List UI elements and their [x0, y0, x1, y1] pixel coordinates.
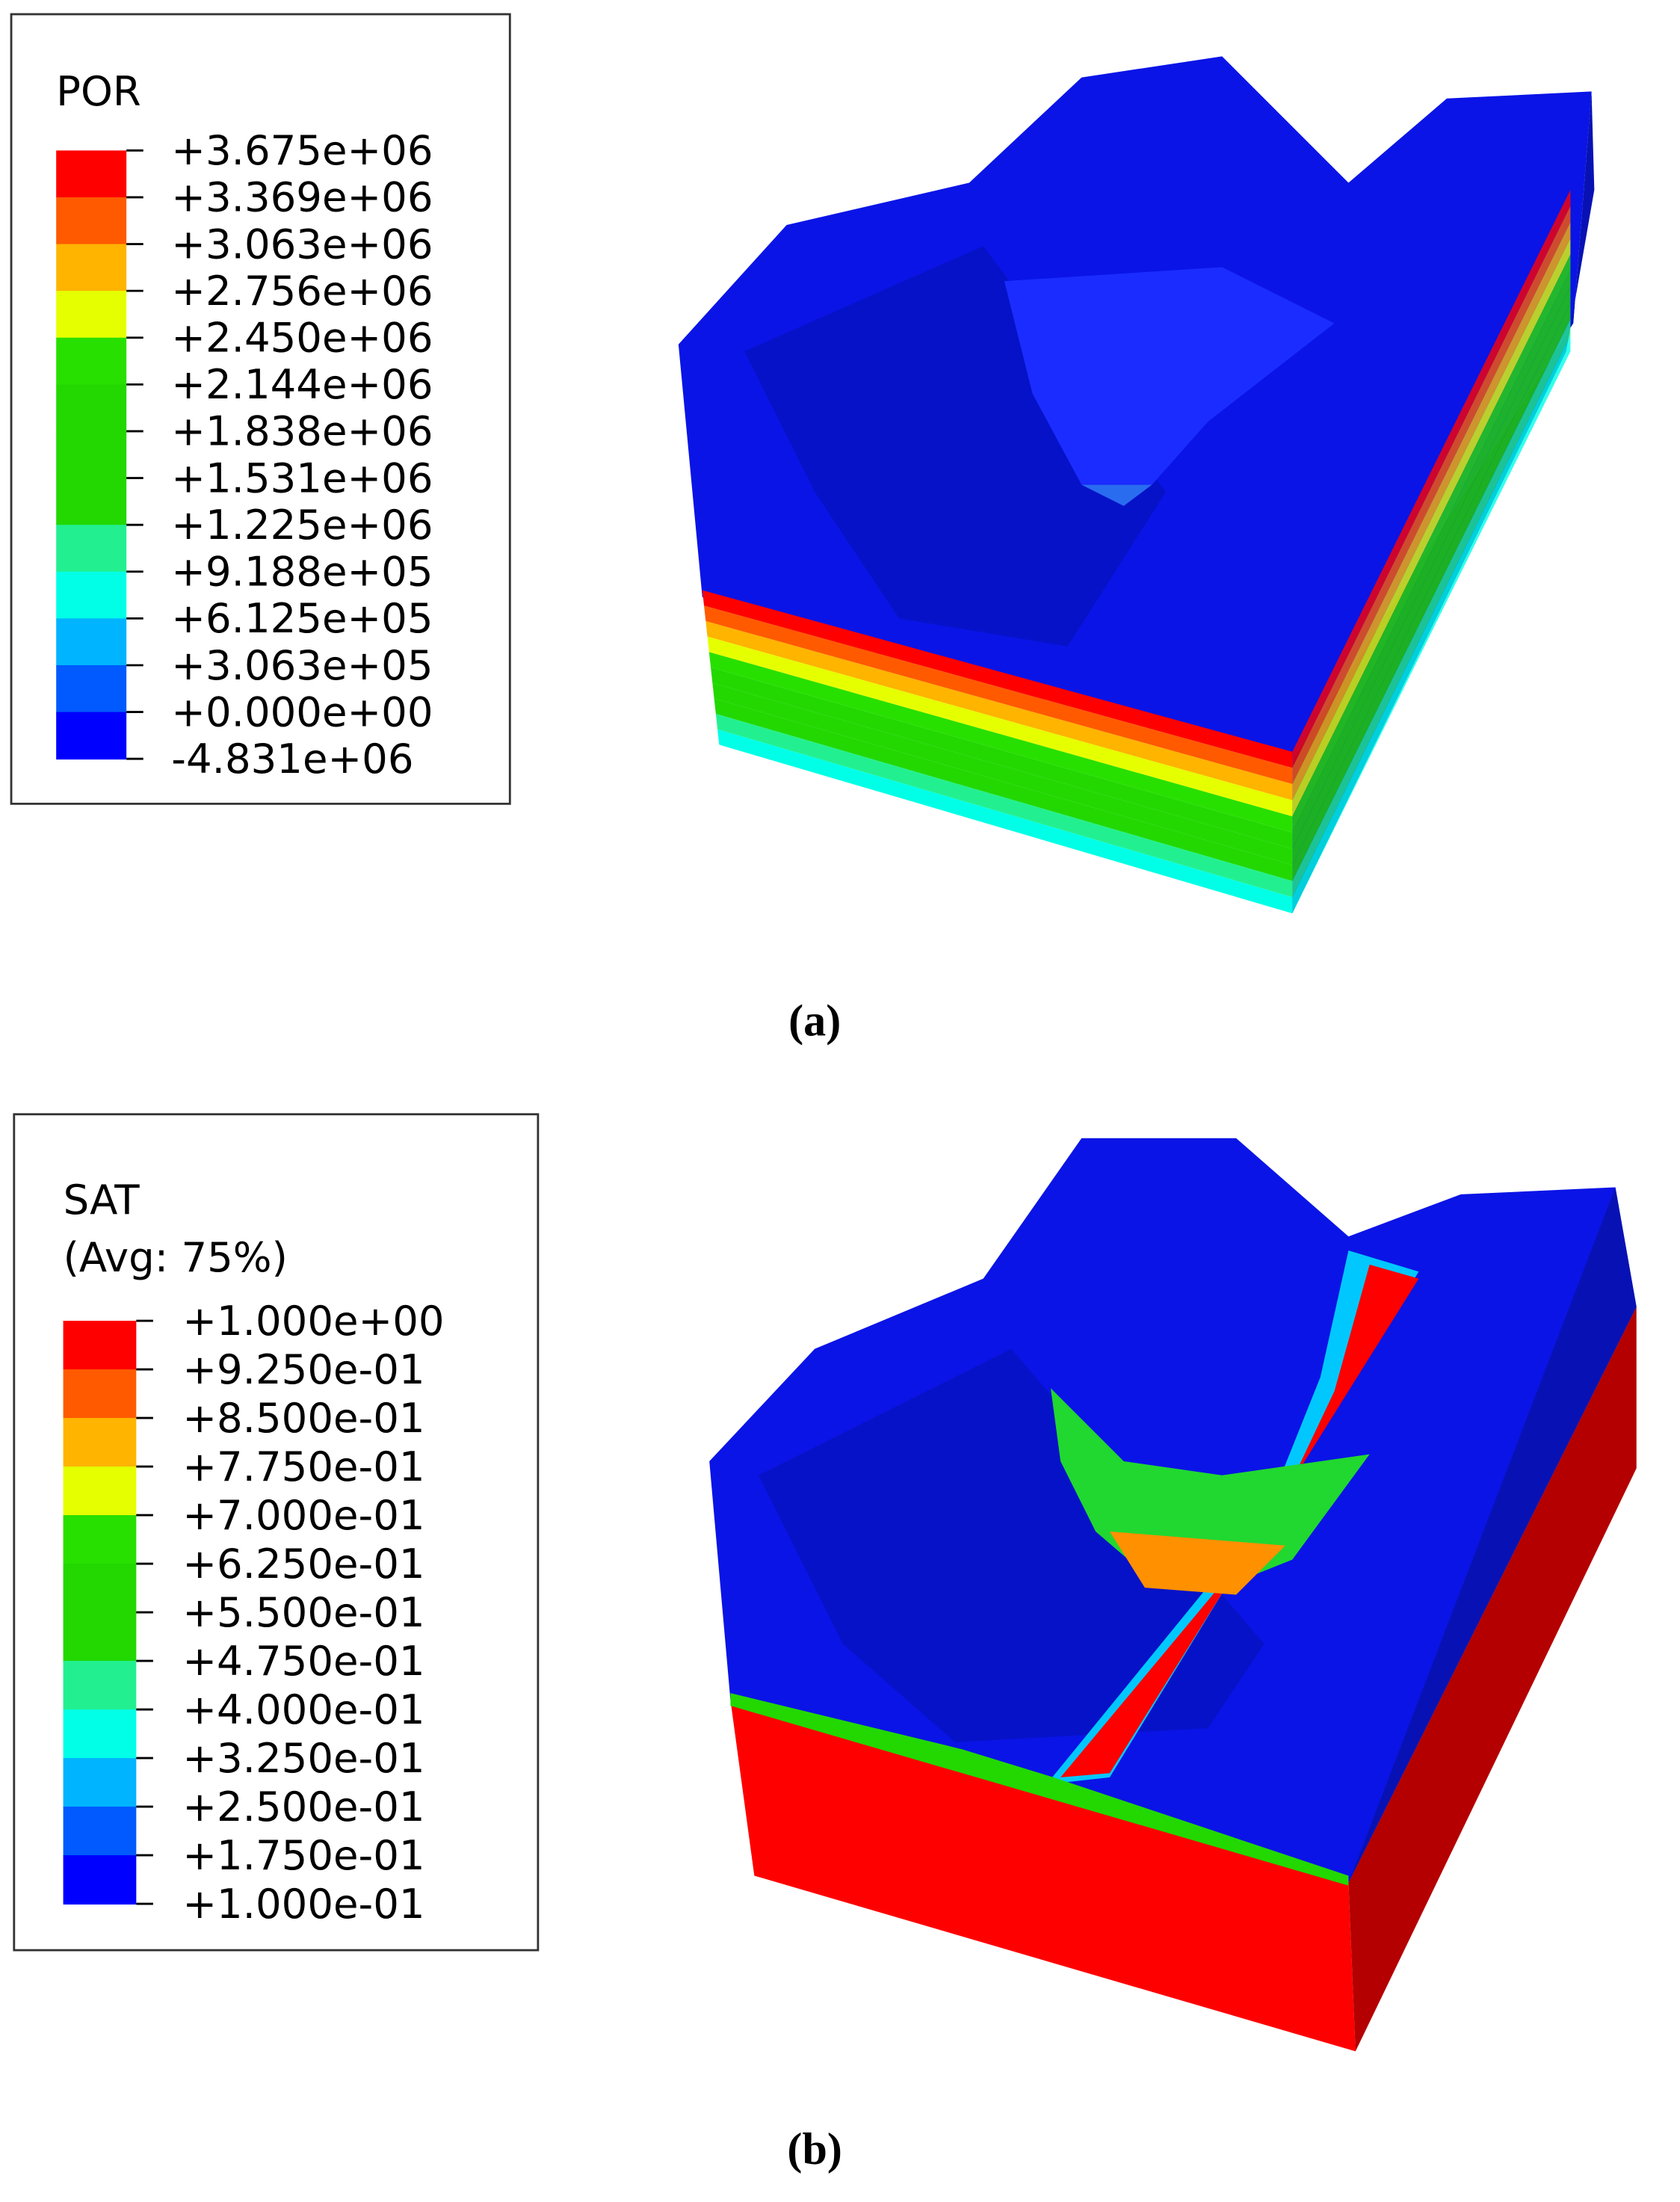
- legend-label: +4.750e-01: [182, 1637, 424, 1685]
- legend-swatch: [56, 291, 127, 339]
- legend-swatch: [63, 1418, 137, 1467]
- legend-swatch: [56, 337, 127, 386]
- side-band: [1292, 318, 1571, 898]
- front-band: [717, 729, 1293, 913]
- legend-label: +3.675e+06: [171, 126, 433, 174]
- legend-label: +1.000e+00: [182, 1297, 444, 1345]
- front-band: [705, 620, 1293, 801]
- legend-swatch: [63, 1515, 137, 1564]
- legend-swatch: [56, 618, 127, 666]
- legends: POR +3.675e+06+3.369e+06+3.063e+06+2.756e…: [10, 13, 842, 2174]
- legend: SAT (Avg: 75%) +1.000e+00+9.250e-01+8.500e…: [13, 1113, 540, 1952]
- legend-label: +9.188e+05: [171, 548, 433, 596]
- legend-label: -4.831e+06: [171, 735, 413, 783]
- legend: POR +3.675e+06+3.369e+06+3.063e+06+2.756e…: [10, 13, 511, 805]
- legend-label: +2.500e-01: [182, 1783, 424, 1831]
- side-band: [1292, 189, 1571, 768]
- legend-swatch: [63, 1709, 137, 1760]
- model-b: [709, 1138, 1637, 2052]
- legend-label: +4.000e-01: [182, 1686, 424, 1733]
- legend-swatch: [63, 1855, 137, 1905]
- legend-swatch: [56, 150, 127, 198]
- legend-label: +7.750e-01: [182, 1443, 424, 1490]
- side-band: [1292, 271, 1571, 849]
- model-front-edge: [730, 1693, 1349, 1886]
- side-band: [1292, 206, 1571, 785]
- front-band: [714, 698, 1293, 881]
- legend-title: (Avg: 75%): [64, 1233, 288, 1281]
- legend-swatch: [63, 1612, 137, 1662]
- legend-label: +3.250e-01: [182, 1734, 424, 1782]
- model-valley: [758, 1348, 1264, 1742]
- model-valley: [744, 246, 1167, 647]
- legend-swatch: [63, 1369, 137, 1419]
- legend-label: +6.125e+05: [171, 594, 433, 642]
- legend-swatch: [56, 197, 127, 245]
- legend-swatch: [56, 664, 127, 713]
- model-channel-edge: [1046, 1250, 1419, 1785]
- model-channel: [1060, 1264, 1419, 1777]
- legend-swatch: [56, 478, 127, 526]
- legend-swatch: [63, 1661, 137, 1710]
- legend-title: POR: [56, 67, 141, 115]
- legend-label: +5.500e-01: [182, 1588, 424, 1636]
- legend-swatch: [63, 1758, 137, 1808]
- legend-swatch: [63, 1807, 137, 1857]
- model-front: [730, 1700, 1356, 2052]
- legend-title: SAT: [64, 1176, 140, 1224]
- legend-swatch: [56, 525, 127, 573]
- legend-label: +7.000e-01: [182, 1491, 424, 1539]
- front-band: [712, 682, 1293, 866]
- legend-label: +2.144e+06: [171, 360, 433, 408]
- legend-swatch: [56, 712, 127, 760]
- legend-label: +1.838e+06: [171, 407, 433, 455]
- front-band: [707, 636, 1293, 817]
- legend-label: +1.750e-01: [182, 1831, 424, 1879]
- legend-swatch: [56, 384, 127, 432]
- legend-swatch: [63, 1321, 137, 1370]
- model-right: [1348, 1307, 1637, 2052]
- legend-swatch: [63, 1564, 137, 1613]
- panel-caption: (b): [787, 2124, 841, 2174]
- legend-label: +3.063e+05: [171, 641, 433, 689]
- side-band: [1292, 303, 1571, 881]
- front-band: [715, 714, 1293, 898]
- side-band: [1292, 335, 1571, 913]
- model-bowl-bottom: [1081, 484, 1152, 506]
- front-band: [708, 652, 1293, 833]
- legend-label: +3.369e+06: [171, 173, 433, 221]
- legend-swatch: [56, 571, 127, 620]
- side-band: [1292, 286, 1571, 866]
- model-bowl: [1004, 267, 1335, 485]
- legend-label: +1.225e+06: [171, 501, 433, 549]
- legend-label: +3.063e+06: [171, 220, 433, 268]
- legend-swatch: [56, 431, 127, 479]
- legend-label: +1.531e+06: [171, 454, 433, 502]
- front-band: [702, 590, 1293, 768]
- model-bowl-bottom: [1109, 1531, 1285, 1595]
- legend-label: +1.000e-01: [182, 1880, 424, 1928]
- legend-label: +2.756e+06: [171, 267, 433, 315]
- panel-caption: (a): [788, 996, 841, 1046]
- model-a: [678, 56, 1595, 913]
- legend-swatch: [63, 1467, 137, 1516]
- legend-label: +8.500e-01: [182, 1394, 424, 1442]
- side-band: [1292, 222, 1571, 801]
- front-band: [711, 667, 1293, 849]
- legend-label: +2.450e+06: [171, 314, 433, 362]
- side-band: [1292, 254, 1571, 833]
- front-band: [704, 605, 1293, 785]
- legend-label: +0.000e+00: [171, 688, 433, 735]
- model-right-top: [1348, 1187, 1637, 1883]
- model-bands: [702, 189, 1571, 913]
- legend-label: +6.250e-01: [182, 1540, 424, 1588]
- legend-label: +9.250e-01: [182, 1345, 424, 1393]
- legend-swatch: [56, 244, 127, 292]
- side-band: [1292, 238, 1571, 817]
